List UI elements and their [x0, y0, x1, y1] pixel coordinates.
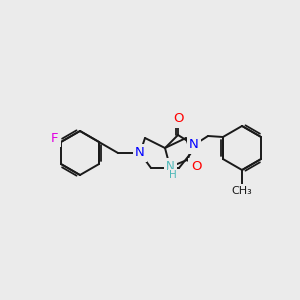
Text: CH₃: CH₃ [232, 186, 252, 196]
Text: F: F [51, 131, 59, 145]
Text: H: H [169, 170, 177, 180]
Text: N: N [189, 139, 199, 152]
Text: O: O [191, 160, 201, 173]
Text: N: N [135, 146, 145, 160]
Text: O: O [173, 112, 183, 125]
Text: N: N [166, 160, 174, 173]
